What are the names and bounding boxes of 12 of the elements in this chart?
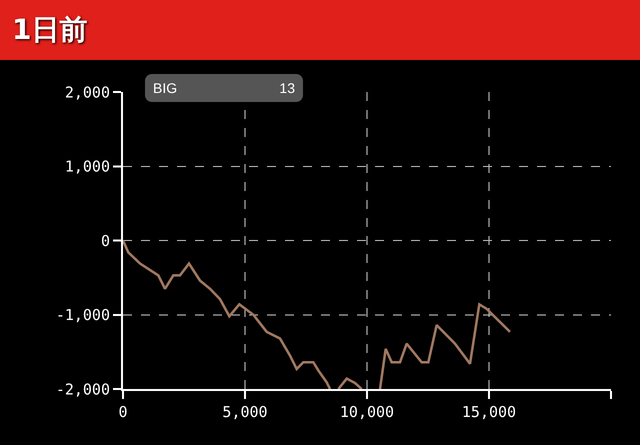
y-tick-label: 0 [100,232,110,250]
x-tick-label: 0 [118,403,128,421]
annotation: 13 [279,80,295,96]
y-tick-label: 2,000 [64,83,110,102]
x-tick-label: 5,000 [222,403,268,421]
y-tick-label: -2,000 [56,380,110,398]
y-tick-label: 1,000 [64,158,110,176]
x-tick-label: 10,000 [340,403,394,421]
chart-title: 1日前 [0,0,640,60]
annotation: BIG [153,80,178,96]
y-tick-label: -1,000 [56,306,110,324]
x-tick-label: 15,000 [462,403,516,421]
